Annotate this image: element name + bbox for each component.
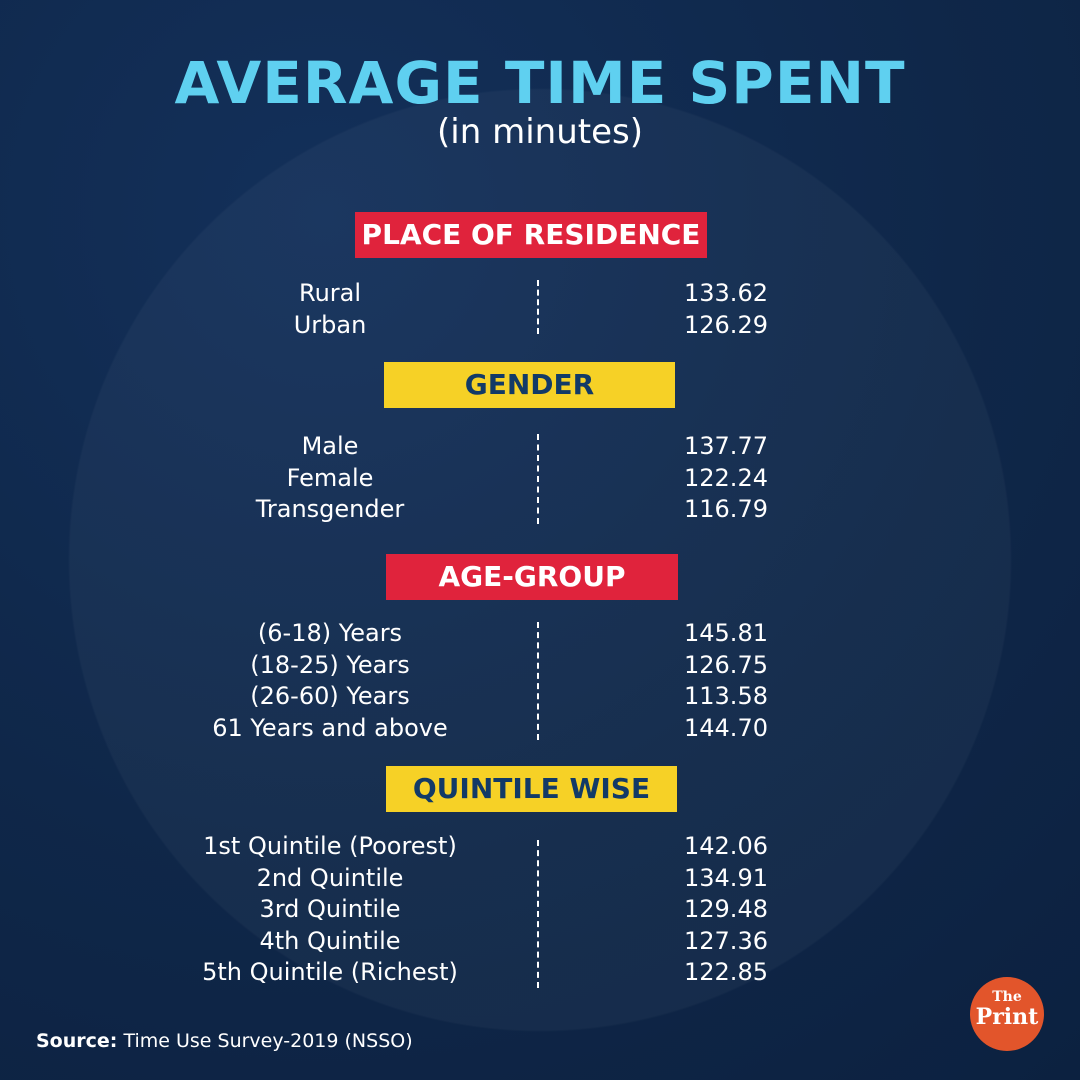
row-value: 134.91 bbox=[684, 863, 768, 892]
source-note: Source: Time Use Survey-2019 (NSSO) bbox=[36, 1030, 413, 1052]
row-label: Urban bbox=[293, 310, 367, 339]
row-value: 144.70 bbox=[684, 713, 768, 742]
row-value: 133.62 bbox=[684, 279, 768, 307]
row-value: 113.58 bbox=[684, 682, 768, 711]
row-label: Male bbox=[301, 432, 359, 460]
row-value: 126.75 bbox=[684, 650, 768, 679]
table-row: 2nd Quintile 134.91 bbox=[0, 863, 1080, 895]
section-rows-gender: Male 137.77 Female 122.24 Transgender 11… bbox=[0, 431, 1080, 526]
section-divider bbox=[537, 622, 539, 740]
section-divider bbox=[537, 434, 539, 524]
row-label: Female bbox=[286, 463, 374, 492]
row-label: (6-18) Years bbox=[257, 619, 403, 647]
source-label: Source: bbox=[36, 1030, 118, 1052]
row-value: 126.29 bbox=[684, 310, 768, 339]
row-label: 2nd Quintile bbox=[256, 863, 404, 892]
row-value: 137.77 bbox=[684, 432, 768, 460]
section-rows-quintile-wise: 1st Quintile (Poorest) 142.06 2nd Quinti… bbox=[0, 831, 1080, 989]
row-value: 145.81 bbox=[684, 619, 768, 647]
row-label: Transgender bbox=[255, 495, 405, 524]
logo-the: The bbox=[992, 989, 1022, 1005]
row-label: 5th Quintile (Richest) bbox=[202, 958, 458, 987]
logo-print: Print bbox=[975, 1004, 1039, 1030]
table-row: (26-60) Years 113.58 bbox=[0, 681, 1080, 713]
table-row: Urban 126.29 bbox=[0, 310, 1080, 342]
page-subtitle: (in minutes) bbox=[437, 112, 643, 152]
row-label: Rural bbox=[298, 279, 362, 307]
section-heading-quintile-wise: QUINTILE WISE bbox=[386, 766, 677, 812]
section-divider bbox=[537, 280, 539, 334]
table-row: Female 122.24 bbox=[0, 463, 1080, 495]
section-heading-gender: GENDER bbox=[384, 362, 675, 408]
row-value: 116.79 bbox=[684, 495, 768, 524]
table-row: 4th Quintile 127.36 bbox=[0, 926, 1080, 958]
section-rows-age-group: (6-18) Years 145.81 (18-25) Years 126.75… bbox=[0, 618, 1080, 744]
page-title: AVERAGE TIME SPENT bbox=[174, 49, 906, 117]
section-divider bbox=[537, 840, 539, 988]
row-value: 122.24 bbox=[684, 463, 768, 492]
section-heading-place-of-residence: PLACE OF RESIDENCE bbox=[355, 212, 707, 258]
section-rows-place-of-residence: Rural 133.62 Urban 126.29 bbox=[0, 278, 1080, 341]
row-value: 129.48 bbox=[684, 895, 768, 924]
source-text: Time Use Survey-2019 (NSSO) bbox=[123, 1030, 413, 1052]
row-label: (18-25) Years bbox=[250, 650, 410, 679]
row-label: 3rd Quintile bbox=[259, 895, 401, 924]
row-value: 122.85 bbox=[684, 958, 768, 987]
row-label: 61 Years and above bbox=[212, 713, 448, 742]
row-label: (26-60) Years bbox=[250, 682, 410, 711]
table-row: 3rd Quintile 129.48 bbox=[0, 894, 1080, 926]
brand-logo: The Print bbox=[970, 977, 1044, 1051]
table-row: (6-18) Years 145.81 bbox=[0, 618, 1080, 650]
table-row: Male 137.77 bbox=[0, 431, 1080, 463]
section-heading-age-group: AGE-GROUP bbox=[386, 554, 678, 600]
table-row: 61 Years and above 144.70 bbox=[0, 713, 1080, 745]
table-row: Transgender 116.79 bbox=[0, 494, 1080, 526]
table-row: 1st Quintile (Poorest) 142.06 bbox=[0, 831, 1080, 863]
row-value: 127.36 bbox=[684, 926, 768, 955]
row-label: 1st Quintile (Poorest) bbox=[203, 832, 457, 860]
row-value: 142.06 bbox=[684, 832, 768, 860]
table-row: Rural 133.62 bbox=[0, 278, 1080, 310]
table-row: (18-25) Years 126.75 bbox=[0, 650, 1080, 682]
table-row: 5th Quintile (Richest) 122.85 bbox=[0, 957, 1080, 989]
row-label: 4th Quintile bbox=[259, 926, 401, 955]
